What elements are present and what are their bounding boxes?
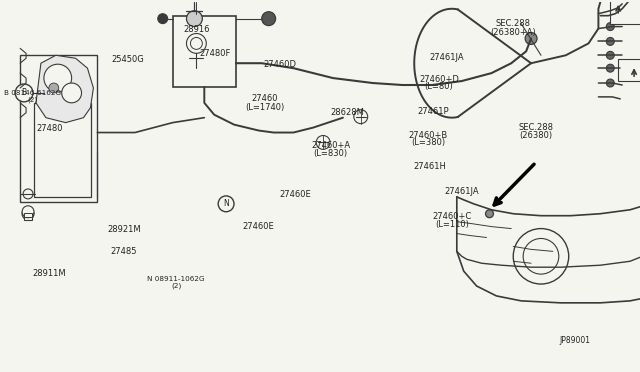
Text: 27461H: 27461H <box>413 162 446 171</box>
Circle shape <box>158 14 168 23</box>
Circle shape <box>22 208 34 220</box>
Text: (L=1740): (L=1740) <box>245 103 284 112</box>
Circle shape <box>606 64 614 72</box>
Text: 28628M: 28628M <box>330 108 364 117</box>
Text: (2): (2) <box>28 97 38 103</box>
Circle shape <box>606 38 614 45</box>
Text: 27460+D: 27460+D <box>419 75 459 84</box>
Text: SEC.288: SEC.288 <box>496 19 531 28</box>
Circle shape <box>606 23 614 31</box>
Text: (26380): (26380) <box>520 131 552 140</box>
Bar <box>611 0 640 23</box>
Polygon shape <box>36 55 93 123</box>
Text: 27485: 27485 <box>111 247 138 256</box>
Text: 25450G: 25450G <box>111 55 144 64</box>
Circle shape <box>354 110 368 124</box>
Text: 27460: 27460 <box>252 94 278 103</box>
Circle shape <box>525 32 537 44</box>
Text: 28916: 28916 <box>183 25 210 34</box>
Circle shape <box>523 238 559 274</box>
Text: B: B <box>22 89 27 97</box>
Text: 27460E: 27460E <box>280 190 311 199</box>
Circle shape <box>218 196 234 212</box>
Text: 27461P: 27461P <box>417 107 449 116</box>
Circle shape <box>606 51 614 59</box>
Circle shape <box>186 33 206 53</box>
Circle shape <box>613 6 623 16</box>
Text: 27480F: 27480F <box>200 49 231 58</box>
Circle shape <box>23 189 33 199</box>
Text: B 08146-6162G: B 08146-6162G <box>4 90 61 96</box>
Text: (L=380): (L=380) <box>412 138 445 147</box>
Text: (L=80): (L=80) <box>425 83 454 92</box>
Text: 27461JA: 27461JA <box>444 187 479 196</box>
Circle shape <box>191 38 202 49</box>
Circle shape <box>61 83 81 103</box>
Text: N: N <box>223 199 229 208</box>
Text: (2): (2) <box>171 283 181 289</box>
Text: 28911M: 28911M <box>33 269 66 278</box>
Text: 27460E: 27460E <box>243 222 275 231</box>
Bar <box>618 59 640 81</box>
Text: 27480: 27480 <box>36 124 63 134</box>
Text: 27460+A: 27460+A <box>311 141 350 150</box>
Text: (26380+A): (26380+A) <box>490 28 536 36</box>
Text: N 08911-1062G: N 08911-1062G <box>147 276 205 282</box>
Bar <box>24 213 32 217</box>
Text: 27460D: 27460D <box>264 60 296 69</box>
Bar <box>24 215 32 220</box>
Circle shape <box>513 228 569 284</box>
Text: 27460+B: 27460+B <box>409 131 448 140</box>
Circle shape <box>15 84 33 102</box>
Circle shape <box>49 83 59 93</box>
Circle shape <box>44 64 72 92</box>
Text: 28921M: 28921M <box>108 225 141 234</box>
Bar <box>34 103 92 197</box>
Text: 27461JA: 27461JA <box>429 52 464 62</box>
Circle shape <box>22 206 34 218</box>
Text: SEC.288: SEC.288 <box>518 122 554 132</box>
Circle shape <box>316 135 330 150</box>
Text: (L=830): (L=830) <box>314 150 348 158</box>
Circle shape <box>606 79 614 87</box>
Circle shape <box>262 12 276 26</box>
Text: (L=110): (L=110) <box>435 220 468 229</box>
Bar <box>20 55 97 202</box>
Text: JP89001: JP89001 <box>560 336 591 345</box>
Text: 27460+C: 27460+C <box>432 212 472 221</box>
Circle shape <box>486 210 493 218</box>
Circle shape <box>186 11 202 26</box>
Bar <box>173 16 236 87</box>
